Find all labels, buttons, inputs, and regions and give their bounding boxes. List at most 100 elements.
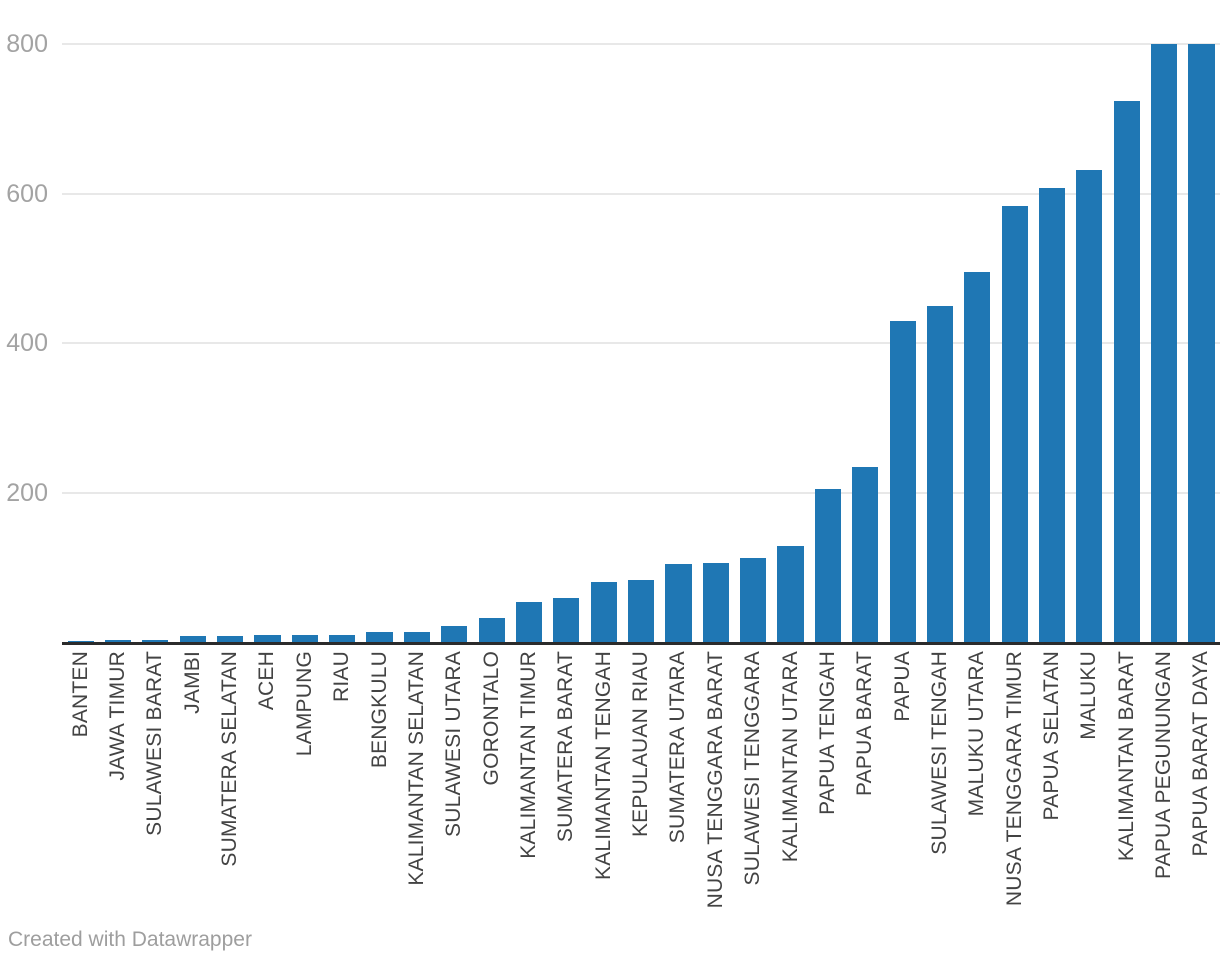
x-label-slot: JAWA TIMUR (99, 651, 136, 913)
bar-papua-barat-daya[interactable] (1188, 44, 1215, 642)
bar-sumatera-barat[interactable] (553, 597, 580, 642)
x-label-slot: MALUKU (1071, 651, 1108, 913)
x-tick-label: PAPUA SELATAN (1040, 651, 1064, 821)
x-tick-label: SULAWESI TENGGARA (741, 651, 765, 886)
x-label-slot: ACEH (249, 651, 286, 913)
bar-riau[interactable] (329, 634, 356, 642)
bar-kalimantan-utara[interactable] (777, 546, 804, 642)
footer: Created with Datawrapper (8, 927, 252, 953)
x-label-slot: PAPUA SELATAN (1033, 651, 1070, 913)
y-tick-label: 600 (6, 179, 48, 208)
bar-slot (249, 44, 286, 642)
bar-papua-pegunungan[interactable] (1151, 44, 1178, 642)
bar-kepulauan-riau[interactable] (628, 579, 655, 642)
x-label-slot: PAPUA TENGAH (809, 651, 846, 913)
bar-nusa-tenggara-timur[interactable] (1001, 206, 1028, 642)
bar-papua-selatan[interactable] (1038, 187, 1066, 642)
bar-papua-tengah[interactable] (814, 488, 841, 642)
bar-slot (1145, 44, 1182, 642)
x-tick-label: KALIMANTAN TENGAH (591, 651, 615, 880)
x-tick-label: SUMATERA SELATAN (218, 651, 242, 867)
bar-slot (660, 44, 697, 642)
bar-maluku[interactable] (1076, 169, 1103, 642)
x-tick-label: MALUKU UTARA (965, 651, 989, 817)
bar-slot (809, 44, 846, 642)
bar-maluku-utara[interactable] (964, 272, 991, 642)
y-tick-label: 400 (6, 329, 48, 357)
x-label-slot: SUMATERA UTARA (660, 651, 697, 913)
x-label-slot: NUSA TENGGARA BARAT (697, 651, 734, 913)
bar-nusa-tenggara-barat[interactable] (702, 562, 729, 642)
x-tick-label: KEPULAUAN RIAU (629, 651, 653, 838)
bar-slot (1108, 44, 1145, 642)
bar-slot (959, 44, 996, 642)
bar-kalimantan-selatan[interactable] (403, 632, 430, 642)
bar-banten[interactable] (67, 641, 94, 642)
bar-slot (473, 44, 510, 642)
y-tick-label: 800 (6, 30, 48, 58)
bar-slot (734, 44, 771, 642)
bar-kalimantan-tengah[interactable] (590, 582, 617, 642)
x-axis-labels: BANTEN JAWA TIMUR SULAWESI BARAT JAMBI SUMAT… (62, 651, 1220, 913)
bar-slot (510, 44, 547, 642)
bar-sumatera-selatan[interactable] (217, 636, 244, 642)
x-label-slot: PAPUA BARAT DAYA (1183, 651, 1220, 913)
x-axis-line (62, 642, 1220, 645)
x-tick-label: GORONTALO (479, 651, 503, 786)
x-label-slot: NUSA TENGGARA TIMUR (996, 651, 1033, 913)
bar-aceh[interactable] (254, 634, 281, 642)
x-label-slot: BENGKULU (361, 651, 398, 913)
x-label-slot: KEPULAUAN RIAU (622, 651, 659, 913)
y-tick-label: 200 (6, 478, 48, 507)
bar-bengkulu[interactable] (366, 632, 393, 642)
plot-area (62, 0, 1220, 645)
bar-papua-barat[interactable] (852, 467, 879, 642)
x-label-slot: GORONTALO (473, 651, 510, 913)
bar-slot (361, 44, 398, 642)
x-tick-label: JAWA TIMUR (106, 651, 130, 781)
bars (62, 44, 1220, 642)
datawrapper-credit[interactable]: Created with Datawrapper (8, 928, 252, 951)
x-label-slot: KALIMANTAN TIMUR (510, 651, 547, 913)
bar-kalimantan-timur[interactable] (515, 602, 543, 642)
x-label-slot: MALUKU UTARA (959, 651, 996, 913)
bar-sulawesi-barat[interactable] (142, 639, 169, 642)
bar-slot (548, 44, 585, 642)
gridline (62, 43, 1220, 45)
bar-kalimantan-barat[interactable] (1113, 100, 1140, 642)
bar-slot (436, 44, 473, 642)
x-label-slot: LAMPUNG (286, 651, 323, 913)
bar-slot (1183, 44, 1220, 642)
x-label-slot: JAMBI (174, 651, 211, 913)
bar-slot (174, 44, 211, 642)
bar-sulawesi-tenggara[interactable] (740, 558, 767, 642)
x-tick-label: BENGKULU (367, 651, 391, 769)
bar-slot (996, 44, 1033, 642)
bar-sumatera-utara[interactable] (665, 564, 692, 642)
x-label-slot: SULAWESI UTARA (436, 651, 473, 913)
bar-slot (585, 44, 622, 642)
bar-jambi[interactable] (179, 636, 206, 642)
x-tick-label: BANTEN (68, 651, 92, 738)
x-label-slot: RIAU (324, 651, 361, 913)
bar-slot (62, 44, 99, 642)
x-tick-label: SULAWESI UTARA (442, 651, 466, 837)
bar-gorontalo[interactable] (478, 618, 505, 642)
bar-slot (772, 44, 809, 642)
bar-slot (324, 44, 361, 642)
x-tick-label: PAPUA BARAT (853, 651, 877, 796)
bar-sulawesi-utara[interactable] (441, 626, 468, 642)
x-tick-label: KALIMANTAN BARAT (1114, 651, 1138, 862)
x-tick-label: KALIMANTAN TIMUR (516, 651, 540, 859)
bar-slot (847, 44, 884, 642)
bar-papua[interactable] (889, 320, 916, 642)
gridline (62, 342, 1220, 344)
x-tick-label: LAMPUNG (292, 651, 316, 757)
x-tick-label: RIAU (330, 651, 354, 702)
bar-jawa-timur[interactable] (104, 639, 132, 642)
bar-sulawesi-tengah[interactable] (926, 305, 954, 642)
x-label-slot: PAPUA (884, 651, 921, 913)
x-label-slot: SUMATERA SELATAN (211, 651, 248, 913)
bar-lampung[interactable] (291, 634, 318, 642)
